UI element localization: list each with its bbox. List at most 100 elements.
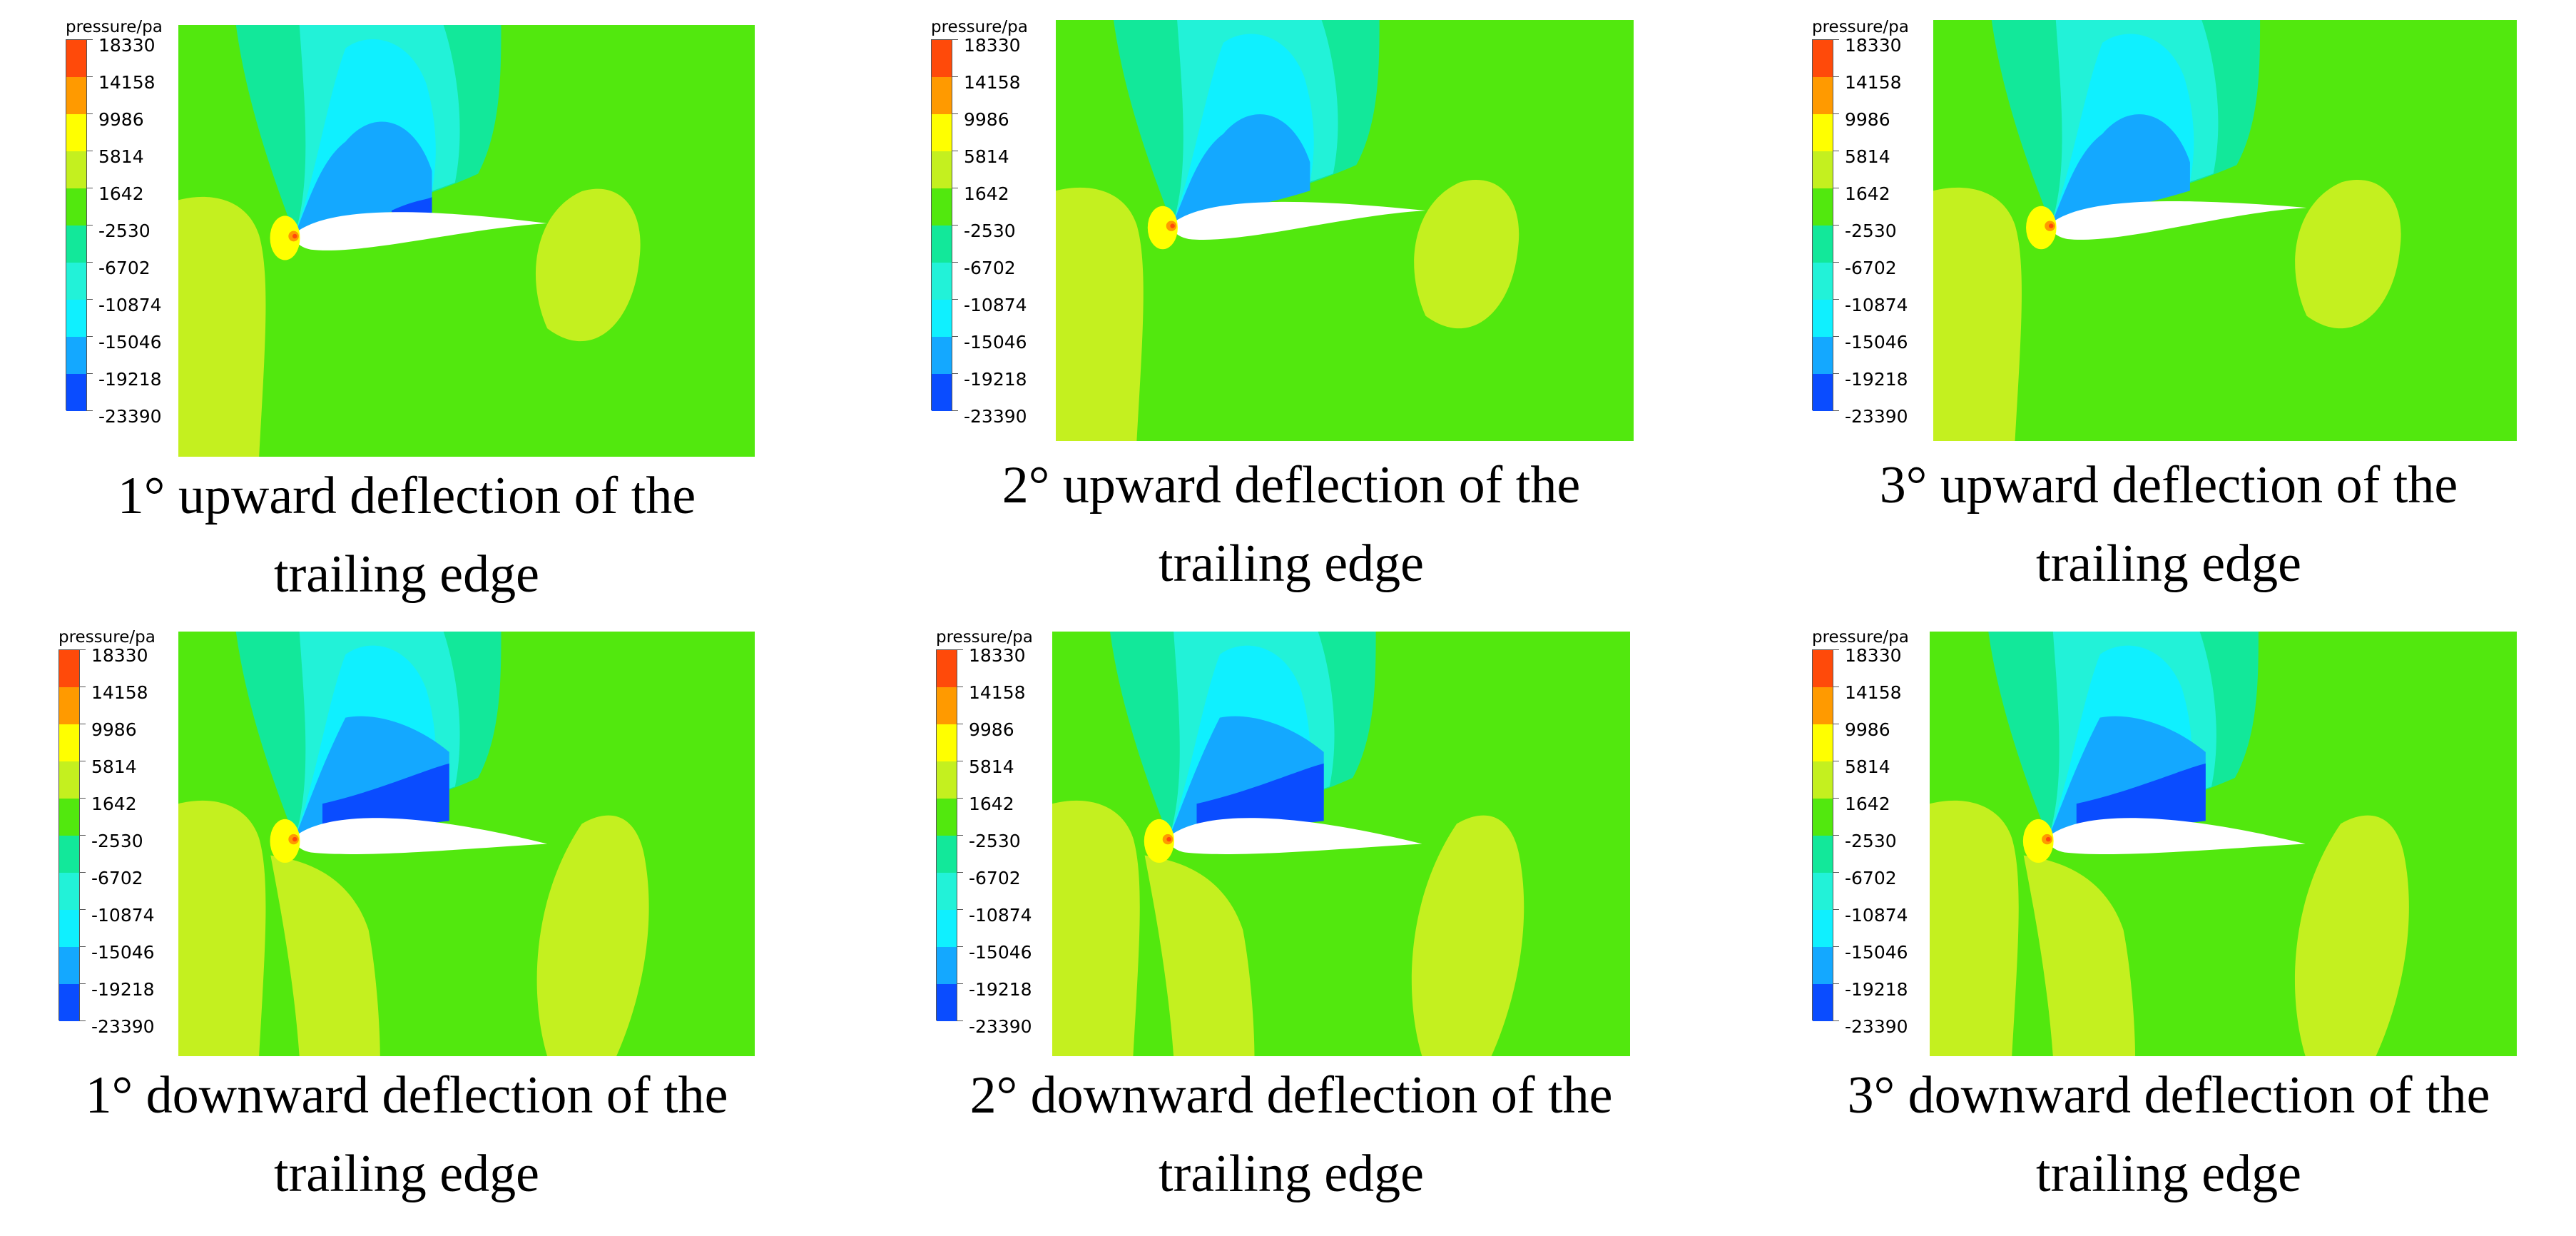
legend-label: -15046 bbox=[1845, 942, 1908, 963]
legend-swatch bbox=[937, 687, 957, 724]
legend-label: -6702 bbox=[91, 868, 143, 888]
stagnation-region bbox=[270, 216, 300, 260]
legend-swatch bbox=[937, 947, 957, 984]
leading-edge-high-pressure-region bbox=[1052, 800, 1140, 1056]
legend-swatch bbox=[937, 724, 957, 761]
legend-swatch bbox=[59, 984, 79, 1021]
legend-label: -10874 bbox=[969, 905, 1032, 926]
legend-label: -2530 bbox=[969, 831, 1021, 851]
legend-label: -15046 bbox=[964, 332, 1027, 353]
legend-tick bbox=[79, 946, 86, 947]
legend-tick bbox=[957, 946, 963, 947]
legend-swatch bbox=[59, 873, 79, 910]
contour-image bbox=[1052, 632, 1630, 1056]
caption-line: 1° upward deflection of the bbox=[117, 467, 696, 525]
legend-label: -23390 bbox=[98, 406, 162, 427]
legend-swatch bbox=[59, 687, 79, 724]
legend-swatch bbox=[59, 724, 79, 761]
legend-swatch bbox=[937, 836, 957, 873]
legend-swatch bbox=[1813, 226, 1833, 263]
airfoil bbox=[2048, 818, 2306, 855]
legend-tick bbox=[1833, 649, 1839, 650]
airfoil bbox=[295, 818, 548, 855]
legend-title: pressure/pa bbox=[58, 628, 156, 647]
suction-region-peak bbox=[2076, 763, 2206, 828]
legend-tick bbox=[957, 983, 963, 984]
legend-color-bar bbox=[1812, 649, 1833, 1021]
stagnation-peak bbox=[2045, 836, 2051, 842]
legend-swatch bbox=[66, 77, 86, 114]
legend-tick bbox=[1833, 1020, 1839, 1021]
legend-tick bbox=[952, 299, 958, 300]
legend-label: 9986 bbox=[1845, 719, 1890, 740]
legend-tick bbox=[1833, 39, 1839, 40]
legend-label: 1642 bbox=[1845, 794, 1890, 814]
caption-line: trailing edge bbox=[1159, 1145, 1424, 1203]
lower-high-pressure-region bbox=[1144, 855, 1255, 1056]
legend-swatch bbox=[932, 77, 952, 114]
legend-tick bbox=[957, 909, 963, 910]
legend-tick bbox=[957, 1020, 963, 1021]
stagnation-peak bbox=[292, 836, 297, 842]
legend-label: -2530 bbox=[964, 221, 1016, 241]
legend-tick bbox=[1833, 373, 1839, 374]
contour-image bbox=[178, 25, 755, 457]
legend-label: -19218 bbox=[1845, 369, 1908, 390]
legend-tick bbox=[86, 39, 93, 40]
legend-label: -19218 bbox=[964, 369, 1027, 390]
legend-label: -19218 bbox=[98, 369, 162, 390]
legend-title: pressure/pa bbox=[66, 18, 163, 36]
trailing-edge-high-pressure-region bbox=[535, 188, 641, 342]
legend-swatch bbox=[66, 226, 86, 263]
caption-line: 3° upward deflection of the bbox=[1879, 456, 2458, 515]
legend-tick bbox=[952, 113, 958, 114]
pressure-contour-plot bbox=[1052, 632, 1630, 1056]
legend-tick bbox=[1833, 76, 1839, 77]
trailing-edge-high-pressure-region bbox=[2295, 179, 2401, 329]
legend-label: 1642 bbox=[91, 794, 137, 814]
caption-line: trailing edge bbox=[274, 1145, 539, 1203]
legend-tick bbox=[952, 373, 958, 374]
legend-label: 18330 bbox=[98, 35, 156, 56]
legend-swatch bbox=[66, 114, 86, 151]
contour-image bbox=[1933, 20, 2517, 441]
suction-region-strong bbox=[1174, 114, 1310, 221]
legend-swatch bbox=[937, 873, 957, 910]
legend-swatch bbox=[1813, 873, 1833, 910]
airfoil bbox=[2051, 201, 2307, 240]
caption-line: trailing edge bbox=[2036, 535, 2301, 593]
stagnation-region bbox=[2022, 819, 2054, 863]
legend-tick bbox=[1833, 872, 1839, 873]
legend-tick bbox=[86, 225, 93, 226]
caption-line: trailing edge bbox=[1159, 535, 1424, 593]
legend-tick bbox=[86, 336, 93, 337]
legend-label: -10874 bbox=[964, 295, 1027, 315]
legend-label: 14158 bbox=[98, 72, 156, 93]
legend-label: -23390 bbox=[1845, 1016, 1908, 1037]
legend-label: 5814 bbox=[91, 756, 137, 777]
legend-title: pressure/pa bbox=[931, 18, 1028, 36]
legend-tick bbox=[957, 649, 963, 650]
stagnation-region bbox=[1147, 206, 1178, 250]
legend-label: -10874 bbox=[91, 905, 155, 926]
legend-tick bbox=[79, 872, 86, 873]
pressure-contour-plot bbox=[1056, 20, 1634, 441]
legend-swatch bbox=[1813, 374, 1833, 411]
contour-image bbox=[178, 632, 755, 1056]
legend-swatch bbox=[932, 151, 952, 188]
pressure-contour-plot bbox=[1930, 632, 2517, 1056]
legend-swatch bbox=[932, 300, 952, 337]
legend-label: 5814 bbox=[1845, 756, 1890, 777]
legend-tick bbox=[957, 798, 963, 799]
legend-tick bbox=[79, 983, 86, 984]
legend-swatch bbox=[937, 984, 957, 1021]
legend-label: -15046 bbox=[1845, 332, 1908, 353]
airfoil bbox=[1172, 201, 1426, 240]
legend-label: -10874 bbox=[98, 295, 162, 315]
legend-label: 9986 bbox=[964, 109, 1009, 130]
legend-tick bbox=[1833, 336, 1839, 337]
legend-tick bbox=[1833, 835, 1839, 836]
legend-tick bbox=[86, 76, 93, 77]
legend-swatch bbox=[66, 40, 86, 77]
legend-swatch bbox=[1813, 761, 1833, 799]
